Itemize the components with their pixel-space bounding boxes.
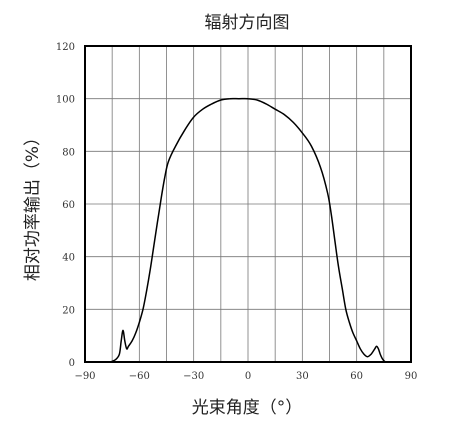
- x-tick-label: −60: [129, 371, 150, 382]
- y-axis-ticks: 0 20 40 60 80 100 120: [56, 42, 75, 369]
- y-tick-label: 0: [69, 358, 75, 369]
- series-line: [110, 97, 387, 363]
- x-tick-label: 60: [350, 371, 363, 382]
- plot-frame: [84, 45, 412, 363]
- x-axis-label: 光束角度（°）: [192, 398, 303, 418]
- y-axis-label: 相对功率输出（%）: [23, 129, 43, 281]
- y-tick-label: 40: [62, 253, 75, 264]
- y-tick-label: 60: [62, 200, 75, 211]
- x-tick-label: −90: [74, 371, 95, 382]
- x-tick-label: 0: [245, 371, 251, 382]
- x-tick-label: −30: [183, 371, 204, 382]
- x-tick-label: 30: [296, 371, 309, 382]
- grid: [85, 46, 411, 362]
- x-tick-label: 90: [405, 371, 418, 382]
- y-tick-label: 120: [56, 42, 75, 53]
- y-tick-label: 100: [56, 95, 75, 106]
- y-tick-label: 20: [62, 305, 75, 316]
- chart-title: 辐射方向图: [205, 13, 290, 33]
- y-tick-label: 80: [62, 147, 75, 158]
- x-axis-ticks: −90 −60 −30 0 30 60 90: [74, 371, 417, 382]
